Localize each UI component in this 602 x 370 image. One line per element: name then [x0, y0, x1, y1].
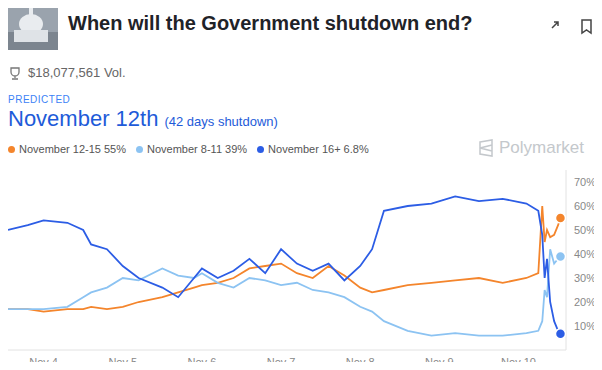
html-text:PREDICTED: PREDICTED [8, 94, 71, 105]
svg-text:Nov 7: Nov 7 [267, 356, 296, 362]
html-text:November 8-11 39%: November 8-11 39% [147, 143, 248, 155]
html-text:$18,077,561 Vol.: $18,077,561 Vol. [28, 65, 126, 80]
html-text:November 12th (42 days shutdow: November 12th (42 days shutdown) [8, 106, 278, 131]
svg-text:10%: 10% [574, 320, 594, 332]
html-text:November 16+ 6.8%: November 16+ 6.8% [268, 143, 369, 155]
svg-text:Nov 10: Nov 10 [501, 356, 536, 362]
svg-text:Nov 5: Nov 5 [108, 356, 137, 362]
html-text:When will the Government shutd: When will the Government shutdown end? [68, 12, 473, 34]
svg-text:Nov 9: Nov 9 [425, 356, 454, 362]
svg-text:70%: 70% [574, 176, 594, 188]
svg-text:30%: 30% [574, 272, 594, 284]
svg-text:Nov 4: Nov 4 [29, 356, 58, 362]
html-text:November 12-15 55%: November 12-15 55% [19, 143, 126, 155]
svg-text:Nov 8: Nov 8 [346, 356, 375, 362]
svg-text:Nov 6: Nov 6 [188, 356, 217, 362]
svg-text:20%: 20% [574, 296, 594, 308]
html-text:Polymarket: Polymarket [499, 138, 584, 157]
svg-text:60%: 60% [574, 200, 594, 212]
svg-text:40%: 40% [574, 248, 594, 260]
svg-text:50%: 50% [574, 224, 594, 236]
